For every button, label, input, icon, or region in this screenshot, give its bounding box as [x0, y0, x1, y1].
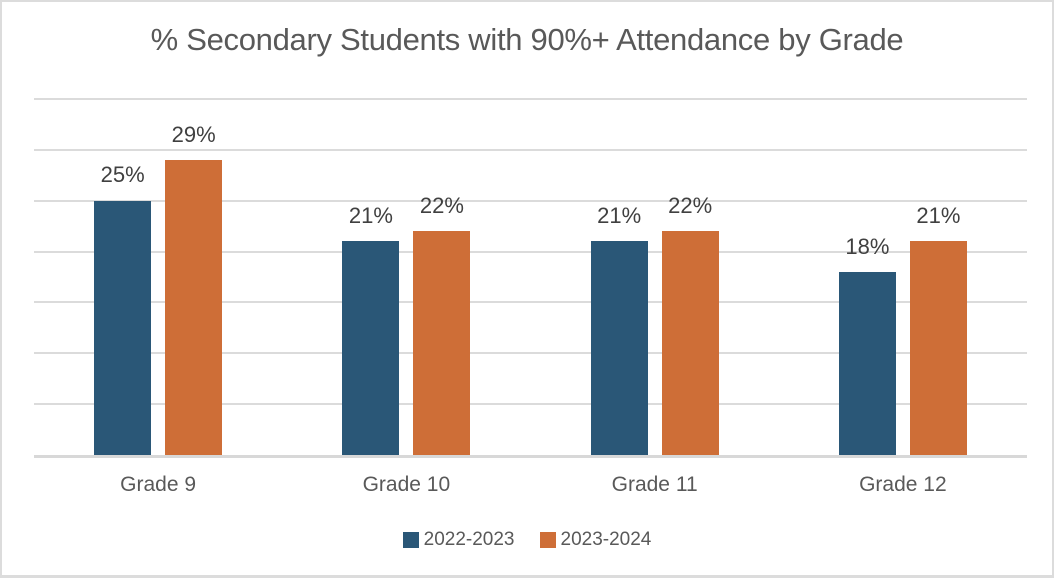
bar-2023-2024-grade-10: 22% [413, 193, 471, 455]
x-axis-label-grade-9: Grade 9 [120, 473, 197, 496]
data-label-2023-2024-grade-9: 29% [171, 121, 216, 147]
data-label-2023-2024-grade-12: 21% [916, 203, 961, 229]
data-label-2022-2023-grade-10: 21% [348, 203, 393, 229]
chart-title: % Secondary Students with 90%+ Attendanc… [150, 22, 904, 57]
legend-swatch-2023-2024 [539, 532, 556, 548]
data-label-2023-2024-grade-10: 22% [419, 192, 464, 218]
legend-label-2023-2024: 2023-2024 [560, 529, 652, 550]
data-label-2022-2023-grade-12: 18% [845, 233, 890, 259]
gridline-35 [34, 98, 1027, 100]
gridline-15 [34, 301, 1027, 304]
data-label-2022-2023-grade-9: 25% [100, 162, 145, 188]
bar-2023-2024-grade-12: 21% [909, 203, 967, 455]
grid-layer [34, 98, 1027, 458]
bar-2022-2023-grade-9: 25% [94, 162, 152, 455]
gridline-5 [34, 403, 1027, 406]
bar-2022-2023-grade-12: 18% [838, 234, 896, 455]
bar-2023-2024-grade-9: 29% [165, 122, 223, 455]
legend-swatch-2022-2023 [402, 532, 419, 548]
x-axis-label-grade-12: Grade 12 [859, 473, 947, 496]
legend-item-2023-2024: 2023-2024 [539, 529, 652, 551]
x-axis: Grade 9 Grade 10 Grade 11 Grade 12 [34, 473, 1027, 497]
data-label-2023-2024-grade-11: 22% [668, 192, 713, 218]
gridline-25 [34, 199, 1027, 202]
x-axis-line [34, 455, 1027, 458]
x-axis-label-grade-11: Grade 11 [611, 473, 698, 496]
gridline-10 [34, 352, 1027, 355]
legend-item-2022-2023: 2022-2023 [402, 529, 515, 551]
legend-label-2022-2023: 2022-2023 [423, 529, 515, 550]
x-axis-label-grade-10: Grade 10 [362, 473, 451, 496]
bar-group-grade-10: 21% 22% [282, 99, 530, 455]
bar-group-grade-9: 25% 29% [34, 99, 282, 455]
bar-2022-2023-grade-11: 21% [590, 203, 648, 455]
bar-group-grade-12: 18% 21% [779, 99, 1027, 455]
gridline-30 [34, 148, 1027, 151]
legend: 2022-2023 2023-2024 [2, 529, 1052, 551]
plot-area: 25% 29% 21% 22% 21% 22% 18% 21% [34, 98, 1027, 458]
bar-2022-2023-grade-10: 21% [342, 203, 400, 455]
bar-2023-2024-grade-11: 22% [661, 193, 719, 455]
gridline-20 [34, 250, 1027, 253]
bar-group-grade-11: 21% 22% [531, 99, 779, 455]
bars-layer: 25% 29% 21% 22% 21% 22% 18% 21% [34, 99, 1027, 455]
data-label-2022-2023-grade-11: 21% [597, 203, 642, 229]
